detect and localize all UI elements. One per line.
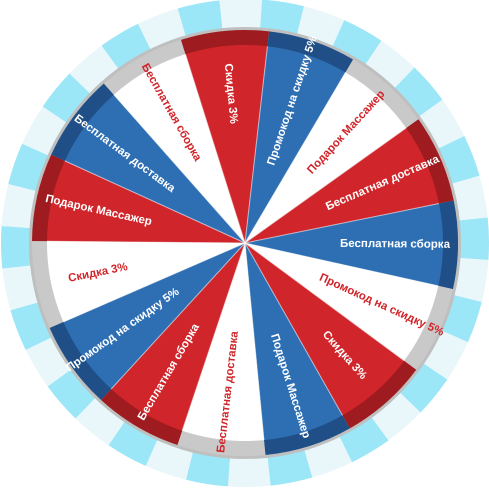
wheel-spoke: [244, 127, 407, 244]
wheel-sector: [245, 203, 443, 286]
wheel-spoke: [110, 242, 246, 390]
wheel-spoke: [184, 54, 246, 244]
wheel-spoke: [244, 242, 405, 362]
wheel-spoke: [244, 72, 346, 244]
wheel-spoke: [64, 160, 246, 244]
wheel-spoke: [244, 46, 268, 244]
wheel-spoke: [244, 203, 440, 244]
wheel-sector-label: Скидка 3%: [222, 63, 240, 124]
wheel-spoke: [244, 242, 265, 441]
wheel-sector: [245, 243, 343, 441]
wheel-sectors: [32, 29, 459, 456]
wheel-sector: [47, 241, 245, 322]
wheel-spoke: [47, 240, 246, 244]
wheel-sector: [64, 94, 245, 244]
wheel-sector: [245, 128, 440, 243]
wheel-sector: [185, 44, 268, 243]
wheel-sector: [113, 54, 245, 243]
wheel-sector: [47, 160, 245, 243]
wheel-spoke: [113, 94, 246, 244]
wheel-spoke: [244, 242, 439, 287]
wheel-sector: [63, 243, 245, 389]
wheel-spoke: [244, 242, 343, 416]
wheel-sector: [111, 243, 245, 431]
wheel-sector: [245, 243, 439, 361]
wheel-sector: [182, 243, 264, 441]
wheel-sector: [245, 243, 405, 416]
wheel-sector-label: Бесплатная сборка: [340, 238, 451, 251]
wheel-sector: [245, 46, 346, 244]
wheel-sector: [245, 72, 407, 243]
wheel-spoke: [181, 242, 246, 431]
wheel-spoke: [63, 242, 246, 323]
